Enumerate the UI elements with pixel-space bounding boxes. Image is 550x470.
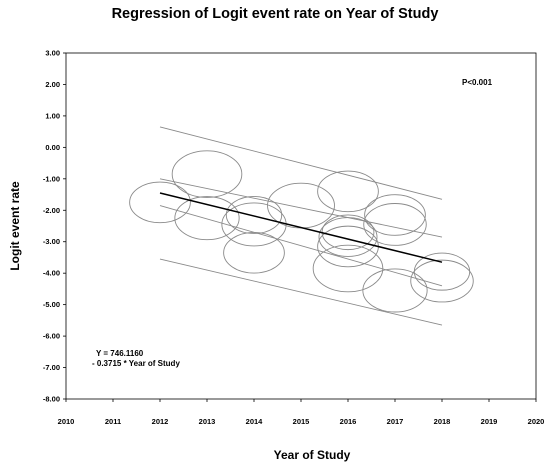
data-point [363,203,427,246]
x-tick-label: 2017 [387,417,404,426]
data-point [413,252,471,291]
equation-line-1: Y = 746.1160 [96,349,144,358]
y-axis-ticks: 3.00 2.00 1.00 0.00 -1.00 -2.00 -3.00 -4.00 -5.0… [43,49,66,404]
y-tick-label: 3.00 [45,49,60,58]
y-tick-label: -8.00 [43,395,60,404]
y-tick-label: -6.00 [43,332,60,341]
pi-lower-line [159,258,443,326]
plot-frame [65,52,537,400]
p-value-annotation: P<0.001 [462,78,493,87]
data-point [171,150,243,198]
y-tick-label: 0.00 [45,143,60,152]
x-tick-label: 2019 [481,417,498,426]
y-tick-label: 1.00 [45,111,60,120]
y-tick-label: -1.00 [43,174,60,183]
chart-title: Regression of Logit event rate on Year o… [112,6,439,22]
regression-line-group [159,192,443,263]
x-tick-label: 2010 [58,417,75,426]
y-tick-label: -2.00 [43,206,60,215]
data-point [225,196,283,234]
data-point [362,268,428,313]
y-tick-label: -5.00 [43,300,60,309]
data-point [312,244,384,293]
x-tick-label: 2011 [105,417,121,426]
x-axis-label: Year of Study [274,448,351,462]
ci-lower-line [159,205,443,287]
data-point [317,170,379,213]
data-point [364,194,426,236]
y-tick-label: -4.00 [43,269,60,278]
x-tick-label: 2014 [246,417,264,426]
pi-upper-line [159,126,443,200]
x-axis-ticks: 2010 2011 2012 2013 2014 2015 2016 2017 2018 2019… [58,399,545,426]
y-tick-label: 2.00 [45,80,60,89]
x-tick-label: 2015 [293,417,310,426]
ci-upper-line [159,178,443,238]
confidence-bands [159,126,443,326]
x-tick-label: 2013 [199,417,216,426]
data-point [317,225,379,268]
data-point [174,196,240,241]
data-point [318,217,378,257]
y-tick-label: -7.00 [43,363,60,372]
x-tick-label: 2012 [152,417,169,426]
x-tick-label: 2018 [434,417,451,426]
x-tick-label: 2020 [528,417,545,426]
data-point [410,259,474,303]
equation-line-2: - 0.3715 * Year of Study [92,359,180,368]
data-point [129,181,191,224]
data-points [129,150,474,313]
y-tick-label: -3.00 [43,237,60,246]
y-axis-label: Logit event rate [8,181,22,271]
data-point [223,231,285,274]
x-tick-label: 2016 [340,417,357,426]
regression-line [159,192,443,263]
